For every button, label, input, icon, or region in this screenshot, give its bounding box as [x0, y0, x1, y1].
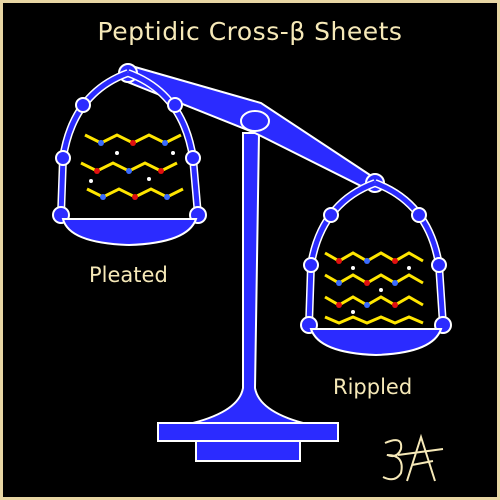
scale-base-top	[157, 422, 339, 442]
right-pan-label: Rippled	[333, 375, 413, 399]
left-pan-bowl	[61, 218, 198, 247]
beam-pivot	[240, 110, 270, 132]
scale-pillar	[192, 132, 304, 424]
right-pan-bowl	[309, 328, 443, 357]
signature-mark	[382, 433, 444, 482]
balance-scale-diagram: .blue { fill: #2b2bff; stroke: #ffffff; …	[52, 63, 452, 482]
scale-base-bottom	[195, 440, 301, 462]
left-pan	[52, 69, 207, 247]
pleated-sheet-molecule	[80, 133, 184, 200]
scale-stand	[157, 132, 339, 462]
rippled-sheet-molecule	[324, 251, 424, 325]
figure-title: Peptidic Cross-β Sheets	[97, 17, 403, 46]
left-pan-label: Pleated	[89, 263, 168, 287]
right-pan	[300, 179, 452, 357]
